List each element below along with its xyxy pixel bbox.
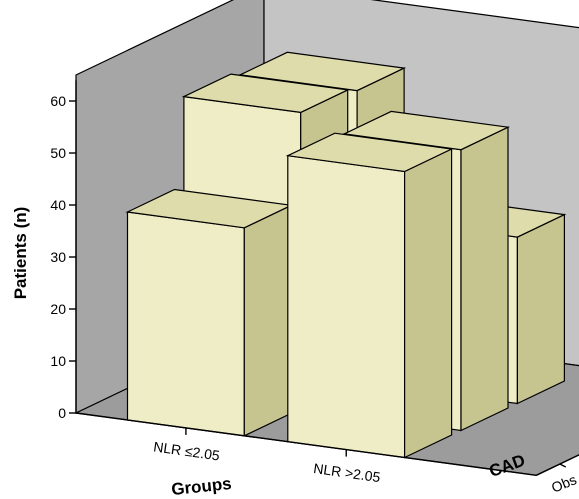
bars-group [125,51,567,459]
y-axis-title: Patients (n) [11,207,30,300]
bar-side-face [404,148,453,459]
bar-front-face [287,155,406,459]
bar-side-face [516,213,566,405]
bar-side-face [243,204,292,437]
y-tick-label: 0 [58,405,66,421]
x-tick-label: NLR ≤2.05 [152,438,221,463]
bar-top-face [285,132,454,173]
depth-axis-line [535,454,579,476]
bar-top-face [181,73,350,114]
x-axis-title: Groups [170,474,232,499]
bar-side-face [460,126,509,432]
x-axis-line [75,412,537,477]
y-tick-label: 50 [50,145,66,161]
y-tick-label: 60 [50,93,66,109]
bar-front-face [126,211,245,437]
y-tick-label: 20 [50,301,66,317]
depth-tick [559,463,567,468]
depth-tick-label: Obs [549,471,579,495]
y-tick-label: 10 [50,353,66,369]
bar-nlr-2-05-obs [285,132,454,459]
x-tick-label: NLR >2.05 [312,460,381,485]
bar-nlr-2-05-obs [125,188,294,437]
y-tick-label: 30 [50,249,66,265]
y-tick-label: 40 [50,197,66,213]
